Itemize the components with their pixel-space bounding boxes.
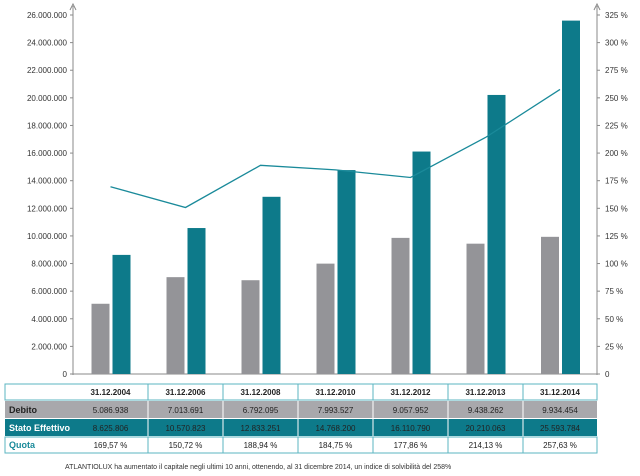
bar-stato-effettivo xyxy=(337,170,356,374)
table-header-date: 31.12.2006 xyxy=(165,388,206,397)
right-y-axis-ticks: 0 25 % 50 % 75 % 100 % 125 % 150 % 175 % 200 % 22… xyxy=(597,11,628,379)
right-tick-label: 25 % xyxy=(605,342,623,351)
cell-quota: 188,94 % xyxy=(244,441,278,450)
caption: ATLANTIOLUX ha aumentato il capitale neg… xyxy=(65,464,451,471)
left-tick-label: 12.000.000 xyxy=(27,204,68,213)
table-header-date: 31.12.2010 xyxy=(315,388,356,397)
cell-quota: 184,75 % xyxy=(319,441,353,450)
cell-debito: 5.086.938 xyxy=(93,406,129,415)
cell-quota: 177,86 % xyxy=(394,441,428,450)
bar-stato-effettivo xyxy=(262,196,281,374)
table-row-debito xyxy=(5,401,597,418)
bar-debito xyxy=(166,277,185,374)
cell-quota: 214,13 % xyxy=(469,441,503,450)
cell-quota: 169,57 % xyxy=(94,441,128,450)
bar-stato-effettivo xyxy=(412,151,431,374)
row-label-debito: Debito xyxy=(9,405,38,415)
right-tick-label: 325 % xyxy=(605,11,628,20)
row-label-stato-effettivo: Stato Effettivo xyxy=(9,423,71,433)
left-tick-label: 26.000.000 xyxy=(27,11,68,20)
right-tick-label: 125 % xyxy=(605,232,628,241)
left-tick-label: 6.000.000 xyxy=(31,287,67,296)
table-row-quota xyxy=(4,436,598,454)
right-tick-label: 175 % xyxy=(605,177,628,186)
bar-stato-effettivo xyxy=(487,94,506,374)
right-tick-label: 100 % xyxy=(605,260,628,269)
data-table: 31.12.2004 31.12.2006 31.12.2008 31.12.2010… xyxy=(4,383,598,454)
left-tick-label: 24.000.000 xyxy=(27,39,68,48)
bar-stato-effettivo xyxy=(187,228,206,374)
cell-debito: 9.057.952 xyxy=(393,406,429,415)
cell-stato-effettivo: 10.570.823 xyxy=(165,424,206,433)
table-header-date: 31.12.2014 xyxy=(540,388,581,397)
right-tick-label: 200 % xyxy=(605,149,628,158)
right-tick-label: 300 % xyxy=(605,39,628,48)
table-header-date: 31.12.2004 xyxy=(90,388,131,397)
left-tick-label: 10.000.000 xyxy=(27,232,68,241)
bars xyxy=(91,20,580,374)
cell-debito: 9.438.262 xyxy=(468,406,504,415)
cell-quota: 257,63 % xyxy=(543,441,577,450)
axes xyxy=(69,2,601,375)
left-tick-label: 22.000.000 xyxy=(27,66,68,75)
bar-debito xyxy=(391,237,410,374)
cell-stato-effettivo: 8.625.806 xyxy=(93,424,129,433)
table-header-date: 31.12.2008 xyxy=(240,388,281,397)
left-tick-label: 20.000.000 xyxy=(27,94,68,103)
cell-debito: 7.993.527 xyxy=(318,406,354,415)
left-tick-label: 8.000.000 xyxy=(31,260,67,269)
bar-debito xyxy=(91,303,110,374)
cell-stato-effettivo: 14.768.200 xyxy=(315,424,356,433)
right-tick-label: 0 xyxy=(605,370,610,379)
bar-debito xyxy=(316,263,335,374)
cell-stato-effettivo: 25.593.784 xyxy=(540,424,581,433)
right-tick-label: 50 % xyxy=(605,315,623,324)
table-header-date: 31.12.2012 xyxy=(390,388,431,397)
table-header-date: 31.12.2013 xyxy=(465,388,506,397)
left-y-axis-ticks: 0 2.000.000 4.000.000 6.000.000 8.000.000 10.… xyxy=(27,11,73,379)
left-tick-label: 16.000.000 xyxy=(27,149,68,158)
left-tick-label: 0 xyxy=(63,370,68,379)
cell-debito: 6.792.095 xyxy=(243,406,279,415)
bar-debito xyxy=(466,243,485,374)
cell-stato-effettivo: 16.110.790 xyxy=(391,424,431,433)
left-tick-label: 4.000.000 xyxy=(31,315,67,324)
cell-debito: 9.934.454 xyxy=(542,406,578,415)
table-header-row xyxy=(4,383,598,401)
bar-stato-effettivo xyxy=(562,20,580,374)
left-tick-label: 18.000.000 xyxy=(27,121,68,130)
row-label-quota: Quota xyxy=(9,440,36,450)
table-row-stato-effettivo xyxy=(5,419,597,436)
right-y-axis-arrow xyxy=(593,2,601,11)
left-tick-label: 14.000.000 xyxy=(27,177,68,186)
right-tick-label: 225 % xyxy=(605,121,628,130)
bar-stato-effettivo xyxy=(112,254,131,374)
cell-quota: 150,72 % xyxy=(169,441,203,450)
right-tick-label: 275 % xyxy=(605,66,628,75)
bar-debito xyxy=(541,236,559,374)
cell-debito: 7.013.691 xyxy=(168,406,204,415)
left-y-axis-arrow xyxy=(69,2,77,11)
quota-line xyxy=(110,88,561,209)
cell-stato-effettivo: 20.210.063 xyxy=(465,424,506,433)
quota-line-path xyxy=(110,88,561,209)
left-tick-label: 2.000.000 xyxy=(31,342,67,351)
cell-stato-effettivo: 12.833.251 xyxy=(240,424,281,433)
right-tick-label: 250 % xyxy=(605,94,628,103)
right-tick-label: 150 % xyxy=(605,204,628,213)
right-tick-label: 75 % xyxy=(605,287,623,296)
bar-debito xyxy=(241,280,260,374)
